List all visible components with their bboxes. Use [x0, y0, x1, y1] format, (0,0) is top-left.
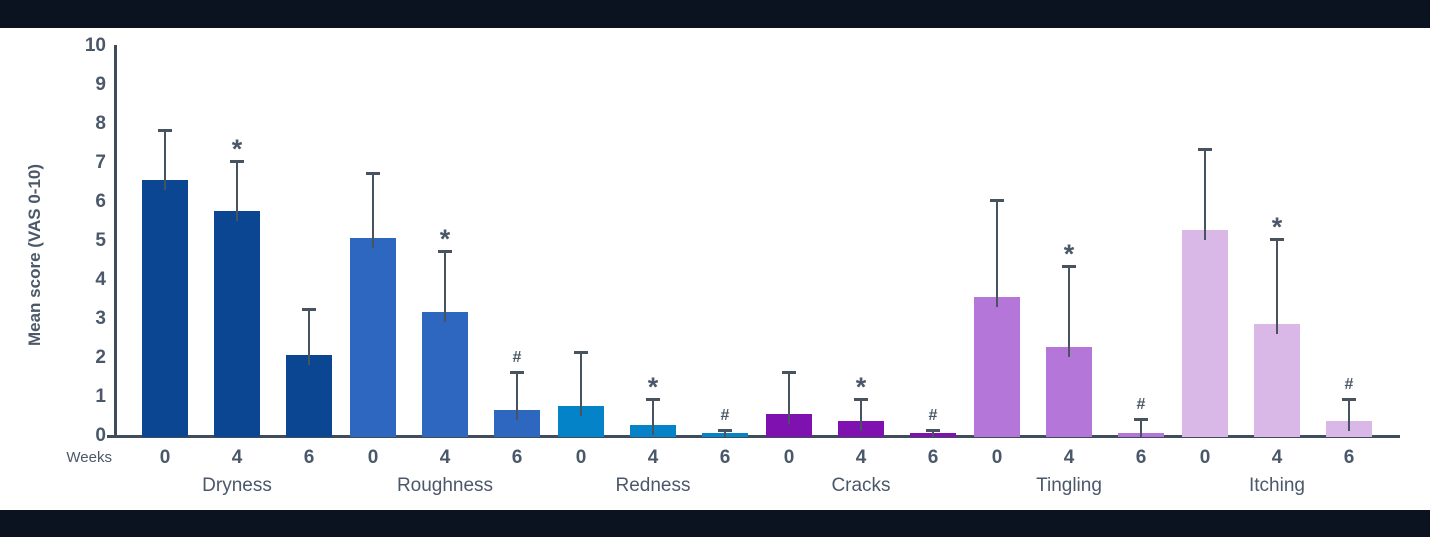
error-bar-dryness-week-0: [164, 128, 166, 190]
error-bar-cracks-week-0: [788, 370, 790, 424]
group-label-redness: Redness: [615, 475, 691, 496]
y-tick-label-7: 7: [95, 152, 106, 173]
y-tick-label-8: 8: [95, 113, 106, 134]
y-tick-label-10: 10: [84, 35, 106, 56]
asterisk-annotation: *: [231, 134, 243, 165]
x-tick-week-4-roughness: 4: [439, 447, 451, 468]
x-tick-week-4-itching: 4: [1271, 447, 1283, 468]
error-bar-cap: [854, 398, 868, 401]
y-tick-label-5: 5: [95, 230, 106, 251]
error-bar-cap: [510, 370, 524, 374]
asterisk-annotation: *: [855, 372, 867, 402]
x-tick-week-6-roughness: 6: [511, 447, 523, 468]
hash-annotation: #: [1344, 376, 1354, 393]
y-tick-label-3: 3: [95, 308, 106, 329]
error-bar-cap: [302, 308, 316, 312]
y-tick-label-0: 0: [95, 425, 106, 446]
error-bar-roughness-week-4: [444, 249, 446, 322]
error-bar-cap: [1134, 417, 1148, 421]
error-bar-cap: [926, 429, 940, 433]
x-tick-week-4-cracks: 4: [855, 447, 867, 468]
y-axis-title: Mean score (VAS 0-10): [25, 163, 44, 347]
group-label-roughness: Roughness: [396, 475, 494, 496]
error-bar-cap: [990, 199, 1004, 203]
error-bar-cap: [718, 429, 732, 433]
hash-annotation: #: [1136, 395, 1146, 413]
error-bar-cracks-week-6: [932, 429, 934, 437]
asterisk-annotation: *: [439, 223, 451, 254]
group-label-dryness: Dryness: [202, 475, 272, 496]
group-label-cracks: Cracks: [831, 475, 891, 496]
error-bar-cracks-week-4: [860, 398, 862, 431]
error-bar-cap: [782, 370, 796, 374]
bar-dryness-week-4: [214, 211, 260, 437]
bar-roughness-week-4: [422, 312, 468, 437]
error-bar-redness-week-6: [724, 429, 726, 437]
error-bar-cap: [230, 160, 244, 164]
y-tick-label-1: 1: [95, 386, 106, 407]
y-tick-label-2: 2: [95, 347, 106, 368]
error-bar-itching-week-4: [1276, 238, 1278, 334]
error-bar-redness-week-4: [652, 398, 654, 435]
x-tick-week-4-dryness: 4: [231, 447, 243, 468]
bar-cracks-week-0: [766, 414, 812, 437]
hash-annotation: #: [928, 407, 938, 425]
y-tick-label-4: 4: [95, 269, 106, 290]
x-tick-week-6-dryness: 6: [303, 447, 315, 468]
y-tick-label-9: 9: [95, 74, 106, 95]
top-accent-strip: [0, 0, 1430, 28]
bar-roughness-week-0: [350, 238, 396, 437]
x-tick-week-0-itching: 0: [1199, 447, 1211, 468]
error-bar-roughness-week-0: [372, 171, 374, 248]
x-tick-week-0-redness: 0: [575, 447, 587, 468]
asterisk-annotation: *: [647, 372, 659, 402]
x-tick-week-6-cracks: 6: [927, 447, 939, 468]
asterisk-annotation: *: [1271, 212, 1283, 243]
x-tick-week-6-itching: 6: [1343, 447, 1355, 468]
error-bar-cap: [438, 249, 452, 253]
error-bar-dryness-week-4: [236, 160, 238, 221]
error-bar-tingling-week-6: [1140, 417, 1142, 437]
group-label-tingling: Tingling: [1036, 475, 1102, 496]
group-label-itching: Itching: [1249, 475, 1305, 496]
bar-tingling-week-0: [974, 297, 1020, 437]
error-bar-cap: [574, 351, 588, 355]
x-tick-week-0-cracks: 0: [783, 447, 795, 468]
error-bar-cap: [646, 398, 660, 401]
bar-itching-week-4: [1254, 324, 1300, 437]
x-axis-line: [107, 435, 1400, 438]
x-tick-week-4-redness: 4: [647, 447, 659, 468]
x-tick-week-6-redness: 6: [719, 447, 731, 468]
x-tick-week-6-tingling: 6: [1135, 447, 1147, 468]
error-bar-cap: [1342, 398, 1356, 401]
x-tick-week-0-roughness: 0: [367, 447, 379, 468]
error-bar-cap: [366, 171, 380, 175]
error-bar-tingling-week-0: [996, 199, 998, 307]
error-bar-tingling-week-4: [1068, 265, 1070, 357]
error-bar-cap: [1062, 265, 1076, 269]
bar-itching-week-0: [1182, 230, 1228, 437]
error-bar-cap: [1270, 238, 1284, 242]
error-bar-itching-week-6: [1348, 398, 1350, 431]
error-bar-redness-week-0: [580, 351, 582, 416]
bar-tingling-week-4: [1046, 347, 1092, 437]
x-tick-week-4-tingling: 4: [1063, 447, 1075, 468]
error-bar-roughness-week-6: [516, 370, 518, 420]
hash-annotation: #: [512, 348, 522, 366]
error-bar-dryness-week-6: [308, 308, 310, 365]
bar-dryness-week-0: [142, 180, 188, 437]
hash-annotation: #: [720, 407, 730, 425]
bar-dryness-week-6: [286, 355, 332, 437]
x-tick-week-0-dryness: 0: [159, 447, 171, 468]
error-bar-cap: [158, 128, 172, 132]
y-tick-label-6: 6: [95, 191, 106, 212]
weeks-caption: Weeks: [66, 449, 112, 466]
asterisk-annotation: *: [1063, 239, 1075, 270]
x-tick-week-0-tingling: 0: [991, 447, 1003, 468]
error-bar-itching-week-0: [1204, 148, 1206, 240]
y-axis-line: [114, 45, 117, 438]
bottom-accent-strip: [0, 510, 1430, 537]
error-bar-cap: [1198, 148, 1212, 152]
